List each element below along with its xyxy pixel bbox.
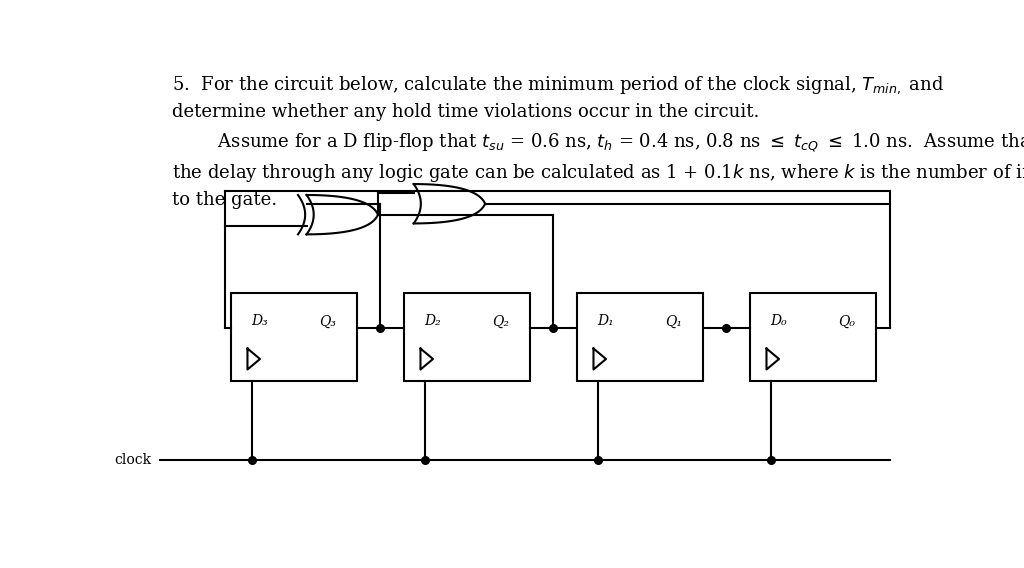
Text: D₂: D₂ [425,315,441,328]
Text: D₀: D₀ [771,315,787,328]
Bar [404,294,529,381]
Text: 5.  For the circuit below, calculate the minimum period of the clock signal, $T_: 5. For the circuit below, calculate the … [172,75,944,97]
Text: to the gate.: to the gate. [172,191,276,210]
Text: D₃: D₃ [252,315,268,328]
Text: D₁: D₁ [598,315,614,328]
Bar [751,294,876,381]
Text: Q₀: Q₀ [839,315,855,328]
Text: Q₂: Q₂ [493,315,509,328]
Text: the delay through any logic gate can be calculated as 1 + 0.1$k$ ns, where $k$ i: the delay through any logic gate can be … [172,162,1024,184]
Bar [231,294,356,381]
Text: Q₁: Q₁ [666,315,682,328]
Text: determine whether any hold time violations occur in the circuit.: determine whether any hold time violatio… [172,103,759,121]
Bar [578,294,702,381]
Text: Assume for a D flip-flop that $t_{su}$ = 0.6 ns, $t_h$ = 0.4 ns, 0.8 ns $\leq$ $: Assume for a D flip-flop that $t_{su}$ =… [172,132,1024,154]
Text: Q₃: Q₃ [319,315,336,328]
Text: clock: clock [115,453,152,466]
